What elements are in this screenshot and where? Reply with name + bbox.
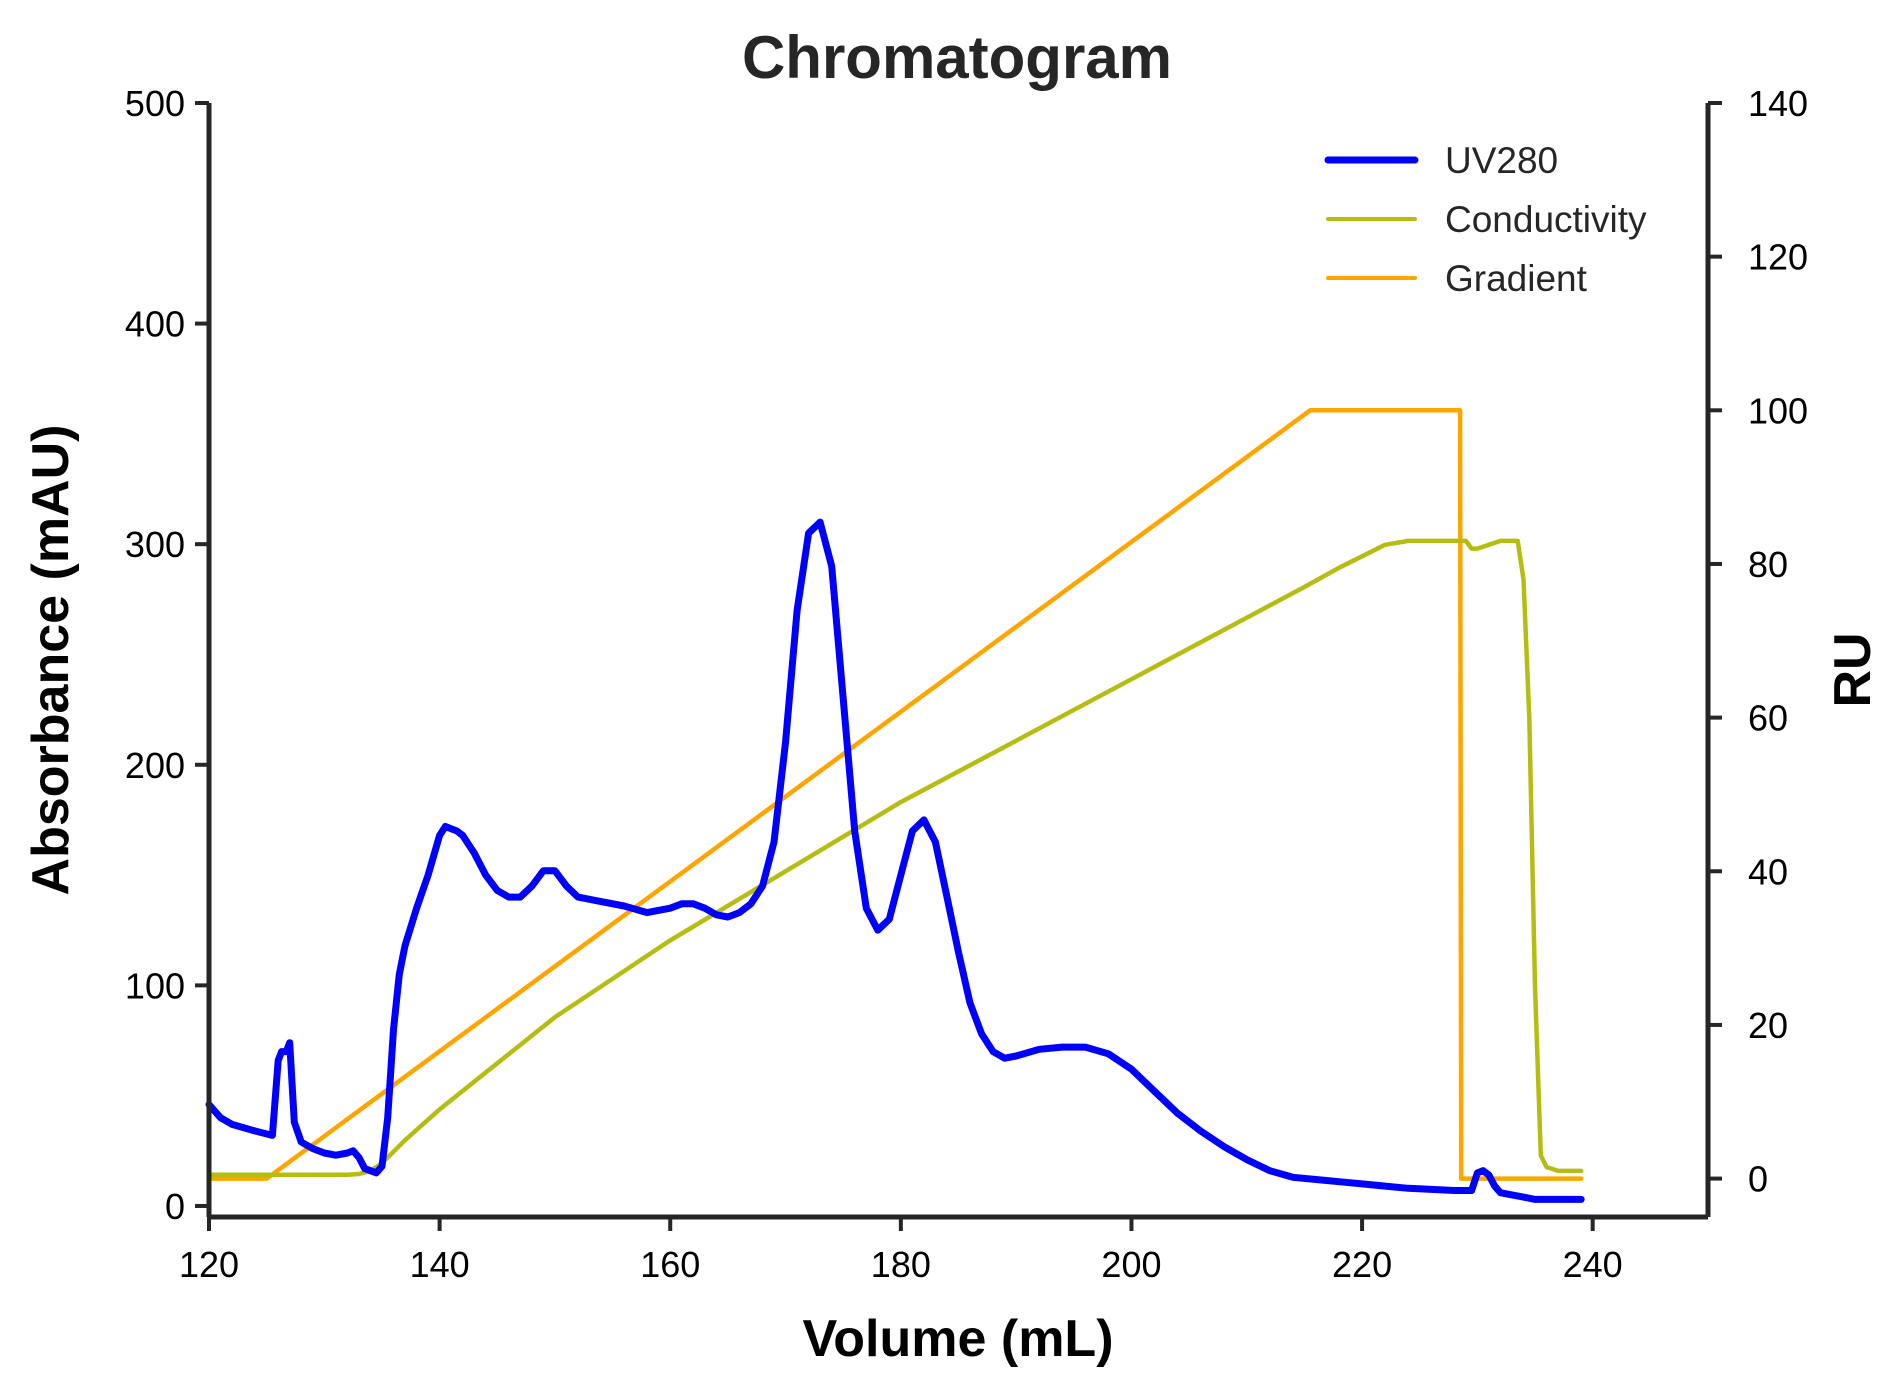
x-tick-label: 160 [640,1244,700,1285]
y-tick-label: 100 [125,965,185,1006]
x-ticks: 120 140 160 180 200 220 240 [179,1217,1623,1285]
x-tick-label: 140 [410,1244,470,1285]
y-tick-label: 300 [125,524,185,565]
y2-tick-label: 80 [1748,544,1788,585]
x-axis-label: Volume (mL) [802,1310,1113,1368]
x-tick-label: 120 [179,1244,239,1285]
legend-label: UV280 [1445,140,1558,181]
y2-tick-label: 140 [1748,83,1808,124]
legend-label: Gradient [1445,258,1588,299]
x-tick-label: 220 [1332,1244,1392,1285]
x-tick-label: 180 [871,1244,931,1285]
series-line-gradient [206,408,1584,1181]
y2-tick-label: 60 [1748,698,1788,739]
right-y-ticks: 0 20 40 60 80 100 120 140 [1708,83,1808,1200]
y-tick-label: 400 [125,304,185,345]
chart-title: Chromatogram [742,24,1172,91]
y-tick-label: 200 [125,745,185,786]
x-tick-label: 200 [1101,1244,1161,1285]
y2-axis-label: RU [1824,632,1882,707]
left-y-ticks: 0 100 200 300 400 500 [125,83,209,1227]
x-tick-label: 240 [1563,1244,1623,1285]
y2-tick-label: 0 [1748,1159,1768,1200]
series-layer [205,408,1585,1203]
legend: UV280 Conductivity Gradient [1324,140,1647,299]
series-line-uv280 [205,518,1585,1203]
legend-label: Conductivity [1445,199,1647,240]
y2-tick-label: 40 [1748,851,1788,892]
y-tick-label: 500 [125,83,185,124]
y-axis-label: Absorbance (mAU) [22,425,80,896]
y2-tick-label: 100 [1748,390,1808,431]
y-tick-label: 0 [165,1186,185,1227]
y2-tick-label: 20 [1748,1005,1788,1046]
y2-tick-label: 120 [1748,237,1808,278]
series-line-conductivity [206,538,1584,1177]
